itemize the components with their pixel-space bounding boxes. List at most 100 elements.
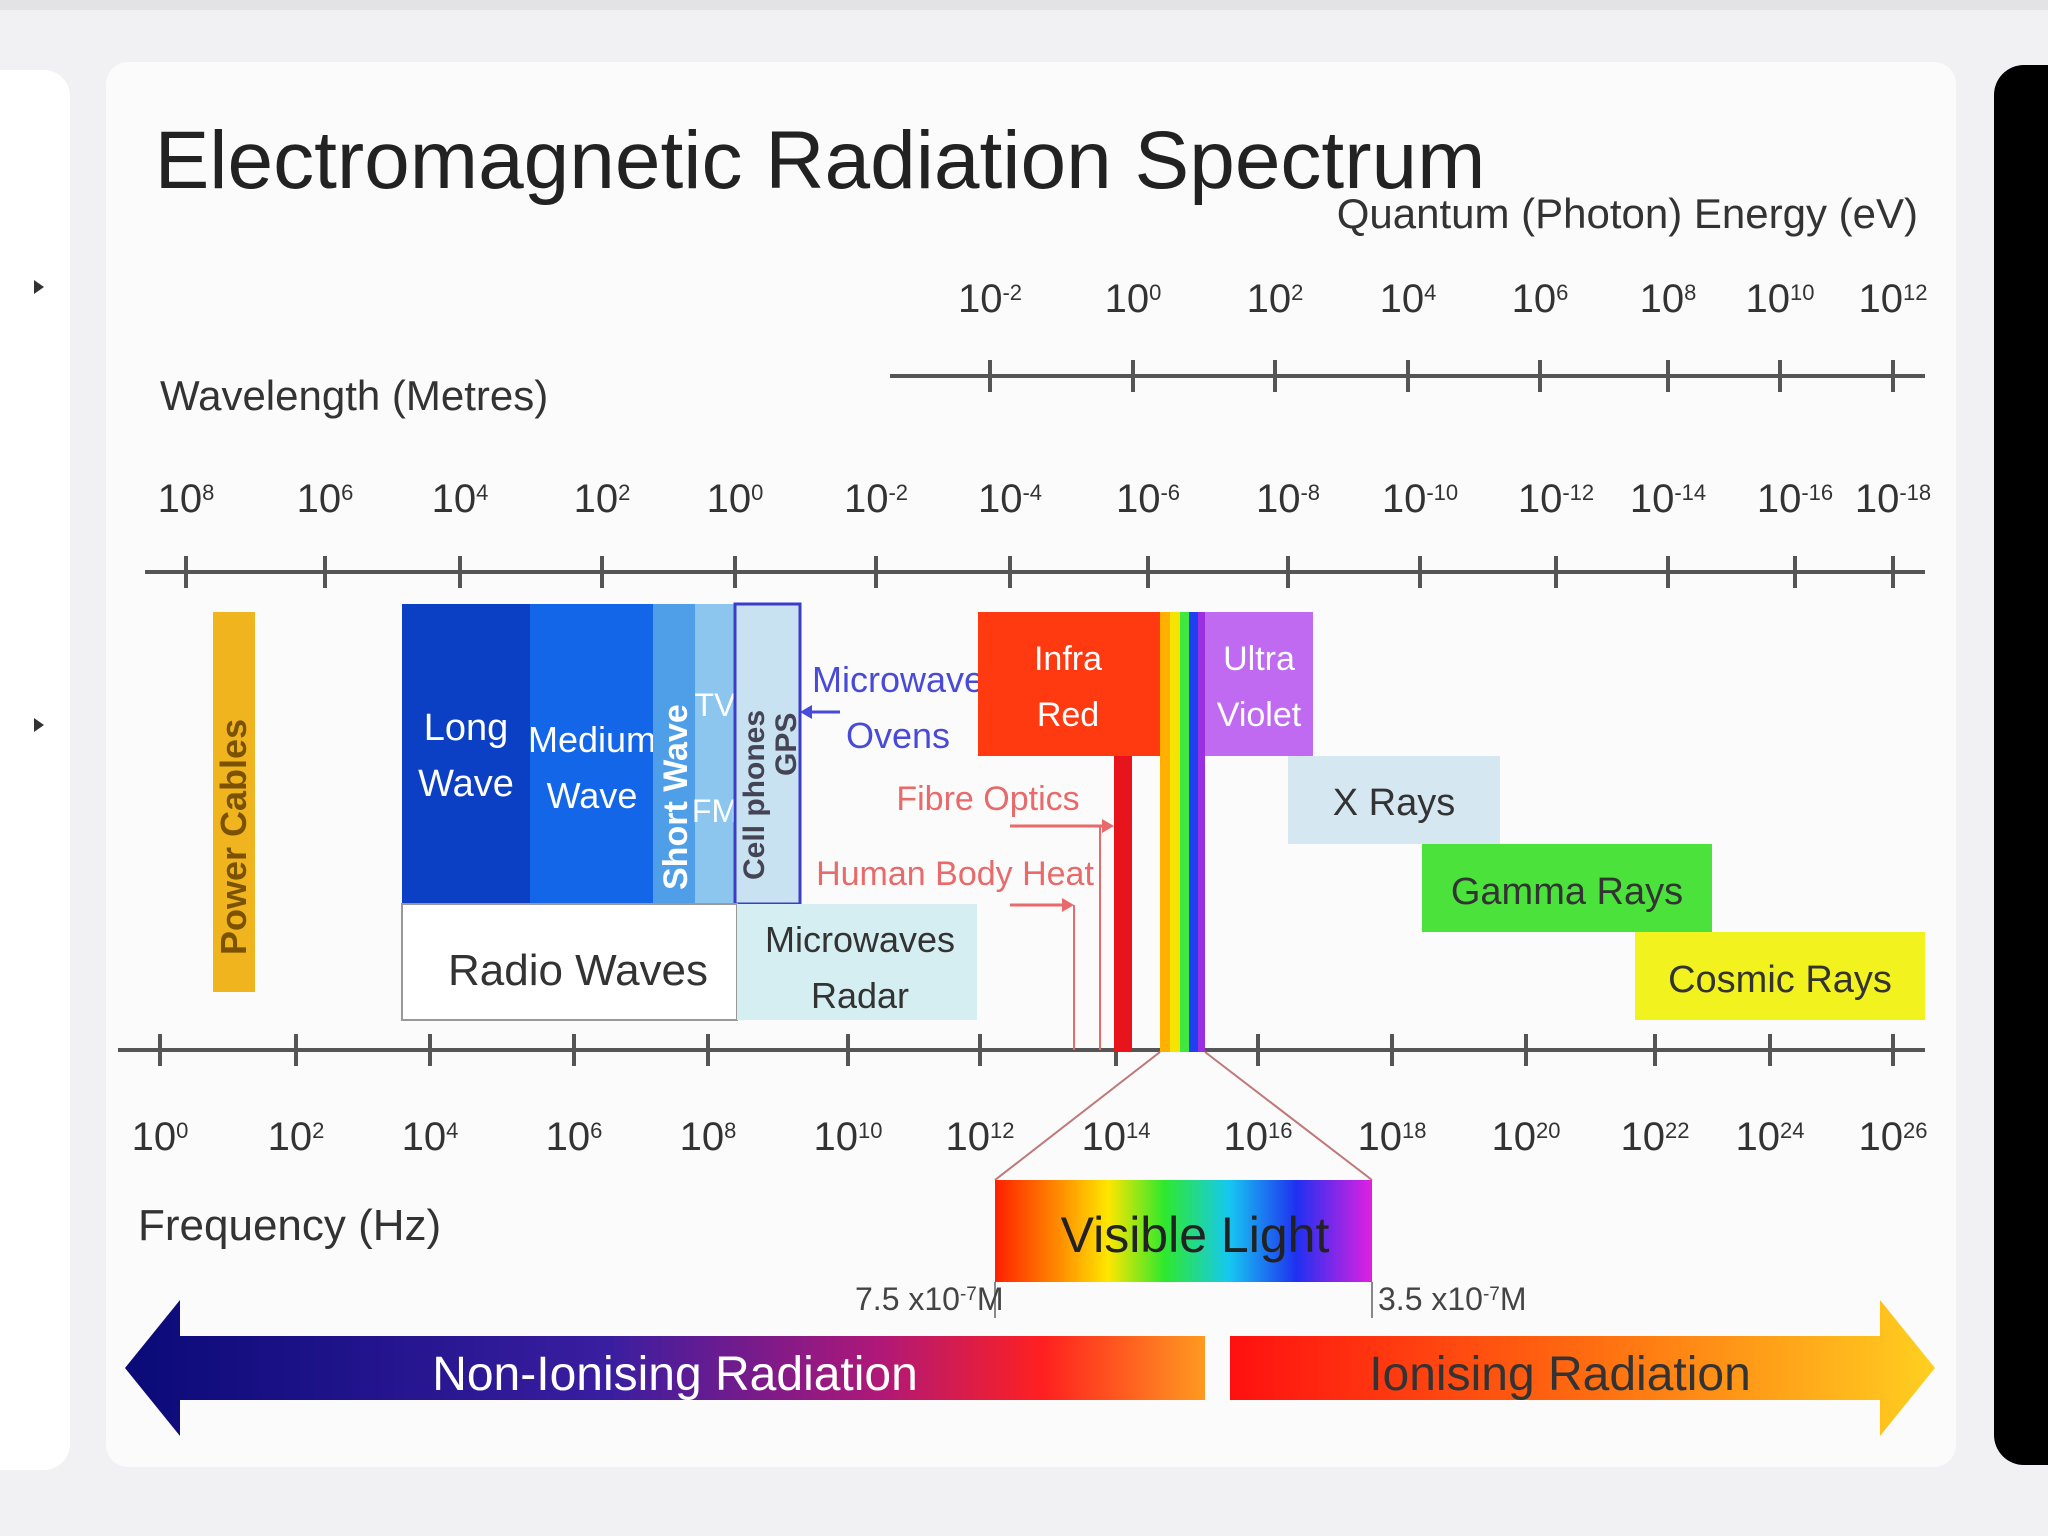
energy-axis-tick-base: 10 xyxy=(1247,277,1292,321)
frequency-axis: 100 102 104 106 108 1010 1012 1014 1016 1018 1020 1… xyxy=(118,1034,1927,1159)
wavelength-axis-tick-exponent: -6 xyxy=(1160,480,1180,505)
wavelength-axis-tick-exponent: 6 xyxy=(341,480,353,505)
infra-red-label-1: Infra xyxy=(1034,640,1102,678)
energy-axis-tick-exponent: 6 xyxy=(1556,280,1568,305)
frequency-axis-tick-label: 1020 xyxy=(1492,1115,1561,1159)
wavelength-axis-tick-base: 10 xyxy=(1256,477,1301,521)
frequency-axis-tick-exponent: 8 xyxy=(724,1118,736,1143)
previous-card[interactable] xyxy=(0,70,70,1470)
wavelength-axis-tick-exponent: -14 xyxy=(1674,480,1706,505)
frequency-axis-tick-base: 10 xyxy=(1736,1115,1781,1159)
frequency-axis-tick-exponent: 16 xyxy=(1268,1118,1292,1143)
energy-axis-tick-exponent: 12 xyxy=(1903,280,1927,305)
next-card[interactable] xyxy=(1994,65,2048,1465)
radio-waves-label: Radio Waves xyxy=(448,946,708,995)
visible-right-limit-unit: M xyxy=(1500,1281,1527,1317)
frequency-axis-tick-label: 108 xyxy=(680,1115,737,1159)
wavelength-axis-tick-exponent: 0 xyxy=(751,480,763,505)
energy-axis-tick-base: 10 xyxy=(1859,277,1904,321)
frequency-axis-tick-base: 10 xyxy=(132,1115,177,1159)
wavelength-axis-label: Wavelength (Metres) xyxy=(160,372,548,419)
gps-label: GPS xyxy=(770,713,803,776)
short-wave-label: Short Wave xyxy=(657,704,695,890)
visible-left-limit-exp: -7 xyxy=(960,1284,977,1305)
wavelength-axis-tick-exponent: -8 xyxy=(1300,480,1320,505)
wavelength-axis-tick-label: 10-2 xyxy=(844,477,908,521)
diagram-title: Electromagnetic Radiation Spectrum xyxy=(155,115,1486,206)
frequency-axis-tick-base: 10 xyxy=(268,1115,313,1159)
frequency-axis-tick-base: 10 xyxy=(1859,1115,1904,1159)
wavelength-axis-tick-exponent: 4 xyxy=(476,480,488,505)
microwaves-radar-box xyxy=(737,904,977,1020)
visible-zoom-line-right xyxy=(1204,1051,1373,1181)
frequency-axis-tick-label: 104 xyxy=(402,1115,459,1159)
visible-zoom-line-left xyxy=(994,1051,1161,1181)
human-body-heat-label: Human Body Heat xyxy=(816,855,1094,893)
infra-red-band xyxy=(978,612,1160,756)
cosmic-rays-band xyxy=(1635,932,1925,1020)
frequency-axis-tick-label: 1022 xyxy=(1621,1115,1690,1159)
visible-light-band xyxy=(995,1180,1372,1282)
energy-axis-tick-label: 1012 xyxy=(1859,277,1928,321)
energy-axis-tick-base: 10 xyxy=(1380,277,1425,321)
energy-axis-tick-label: 108 xyxy=(1640,277,1697,321)
microwave-ovens-label-2: Ovens xyxy=(846,715,950,756)
tv-label: TV xyxy=(695,687,737,723)
frequency-axis-tick-base: 10 xyxy=(1224,1115,1269,1159)
ultra-violet-label-1: Ultra xyxy=(1223,640,1295,678)
frequency-axis-tick-label: 1016 xyxy=(1224,1115,1293,1159)
ionising-arrow xyxy=(1230,1300,1935,1436)
cell-phones-band xyxy=(733,602,802,906)
wavelength-axis-tick-base: 10 xyxy=(1630,477,1675,521)
visible-right-limit: 3.5 x10-7M xyxy=(1378,1281,1527,1317)
infra-red-stem xyxy=(1114,756,1132,1052)
infra-red-label-2: Red xyxy=(1037,696,1099,734)
fibre-optics-label: Fibre Optics xyxy=(896,780,1079,818)
frequency-axis-tick-label: 1018 xyxy=(1358,1115,1427,1159)
wavelength-axis-tick-label: 10-14 xyxy=(1630,477,1706,521)
wavelength-axis-tick-label: 10-10 xyxy=(1382,477,1458,521)
energy-axis-tick-exponent: 8 xyxy=(1684,280,1696,305)
medium-wave-label-2: Wave xyxy=(547,775,638,816)
visible-left-limit-value: 7.5 x10 xyxy=(855,1281,960,1317)
frequency-axis-tick-label: 102 xyxy=(268,1115,325,1159)
wavelength-axis-tick-exponent: -10 xyxy=(1426,480,1458,505)
wavelength-axis-tick-base: 10 xyxy=(1382,477,1427,521)
wavelength-axis-tick-exponent: -4 xyxy=(1022,480,1042,505)
visible-strip xyxy=(1160,612,1205,1052)
energy-axis-tick-exponent: 10 xyxy=(1790,280,1814,305)
previous-arrow-icon[interactable] xyxy=(34,280,44,294)
medium-wave-label-1: Medium xyxy=(528,719,656,760)
visible-strip-yellow xyxy=(1170,612,1180,1052)
frequency-axis-tick-label: 100 xyxy=(132,1115,189,1159)
long-wave-band xyxy=(402,604,530,904)
fm-label: FM xyxy=(692,793,738,829)
wavelength-axis: 108 106 104 102 100 10-2 10-4 10-6 10-8 10-10 10-1… xyxy=(145,477,1931,588)
microwaves-radar-label-1: Microwaves xyxy=(765,919,955,960)
previous-arrow-icon-2[interactable] xyxy=(34,718,44,732)
frequency-axis-tick-label: 1012 xyxy=(946,1115,1015,1159)
wavelength-axis-tick-base: 10 xyxy=(978,477,1023,521)
ultra-violet-label-2: Violet xyxy=(1217,696,1302,734)
energy-axis-tick-base: 10 xyxy=(958,277,1003,321)
wavelength-axis-tick-label: 102 xyxy=(574,477,631,521)
microwave-ovens-label-1: Microwave xyxy=(812,659,984,700)
wavelength-axis-tick-base: 10 xyxy=(158,477,203,521)
frequency-axis-tick-label: 1026 xyxy=(1859,1115,1928,1159)
frequency-axis-tick-exponent: 24 xyxy=(1780,1118,1804,1143)
energy-axis-tick-exponent: -2 xyxy=(1002,280,1022,305)
frequency-axis-tick-base: 10 xyxy=(814,1115,859,1159)
frequency-axis-tick-label: 1024 xyxy=(1736,1115,1805,1159)
frequency-axis-tick-base: 10 xyxy=(546,1115,591,1159)
energy-axis-tick-base: 10 xyxy=(1746,277,1791,321)
energy-axis-tick-label: 106 xyxy=(1512,277,1569,321)
wavelength-axis-tick-label: 10-4 xyxy=(978,477,1042,521)
wavelength-axis-tick-base: 10 xyxy=(297,477,342,521)
wavelength-axis-tick-base: 10 xyxy=(844,477,889,521)
wavelength-axis-tick-label: 108 xyxy=(158,477,215,521)
wavelength-axis-tick-base: 10 xyxy=(707,477,752,521)
wavelength-axis-tick-base: 10 xyxy=(1757,477,1802,521)
visible-strip-blue xyxy=(1189,612,1198,1052)
frequency-axis-tick-base: 10 xyxy=(1082,1115,1127,1159)
frequency-axis-tick-exponent: 20 xyxy=(1536,1118,1560,1143)
